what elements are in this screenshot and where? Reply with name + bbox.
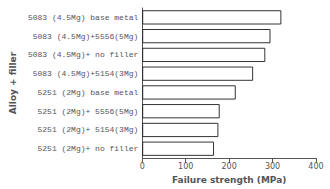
- svg-text:5083 (4.5Mg)+ no filler: 5083 (4.5Mg)+ no filler: [28, 50, 139, 59]
- svg-text:400: 400: [308, 162, 323, 171]
- svg-text:Failure strength (MPa): Failure strength (MPa): [172, 175, 286, 185]
- svg-text:300: 300: [265, 162, 280, 171]
- svg-text:Alloy + filler: Alloy + filler: [8, 51, 18, 114]
- svg-text:5083 (4.5Mg) base metal: 5083 (4.5Mg) base metal: [28, 13, 139, 22]
- svg-text:200: 200: [222, 162, 237, 171]
- svg-text:5251 (2Mg)+ no filler: 5251 (2Mg)+ no filler: [37, 144, 138, 153]
- svg-text:5083 (4.5Mg)+5154(3Mg): 5083 (4.5Mg)+5154(3Mg): [33, 69, 139, 78]
- svg-text:5251 (2Mg) base metal: 5251 (2Mg) base metal: [37, 88, 138, 97]
- svg-text:0: 0: [140, 162, 145, 171]
- svg-text:5083 (4.5Mg)+5556(5Mg): 5083 (4.5Mg)+5556(5Mg): [33, 32, 139, 41]
- svg-text:5251 (2Mg)+ 5556(5Mg): 5251 (2Mg)+ 5556(5Mg): [37, 107, 138, 116]
- svg-text:100: 100: [178, 162, 193, 171]
- svg-text:5251 (2Mg)+ 5154(3Mg): 5251 (2Mg)+ 5154(3Mg): [37, 125, 138, 134]
